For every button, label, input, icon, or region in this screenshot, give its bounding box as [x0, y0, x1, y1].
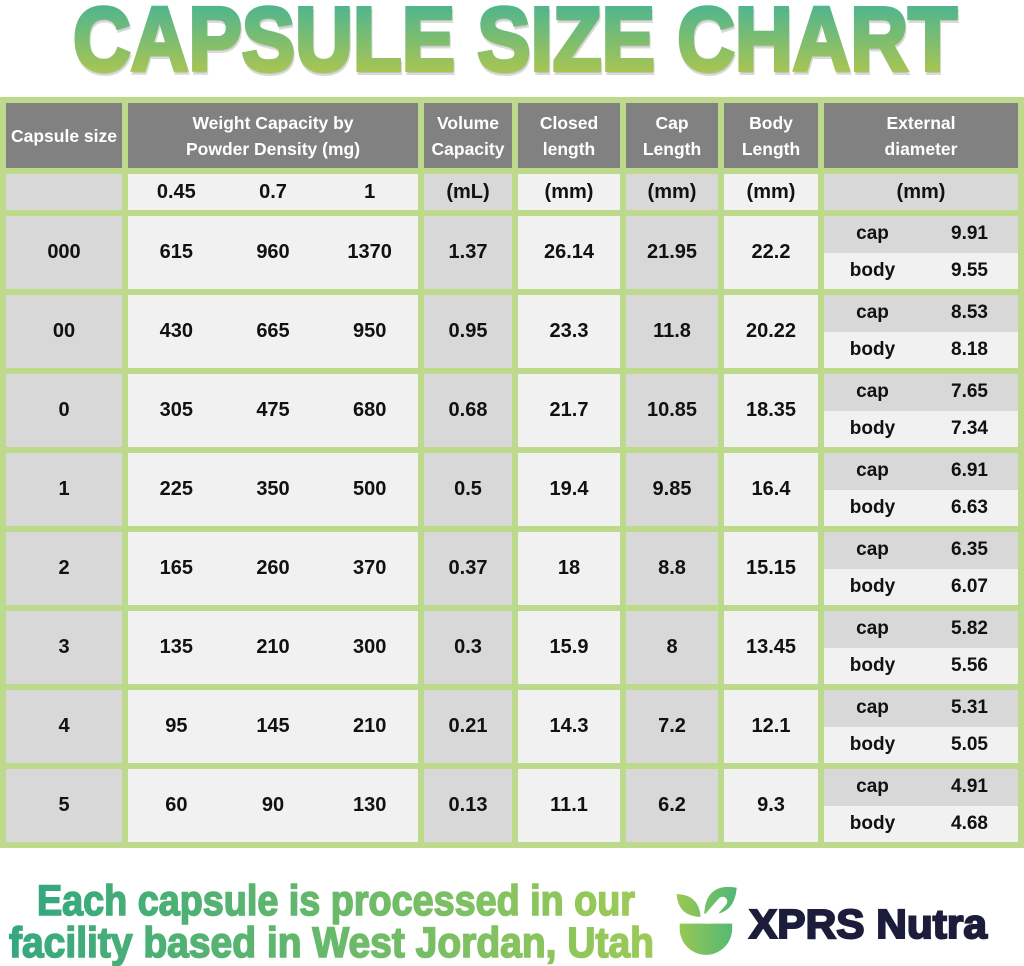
svg-text:Each capsule is processed in o: Each capsule is processed in our [37, 878, 635, 925]
svg-text:CAPSULE SIZE CHART: CAPSULE SIZE CHART [74, 0, 958, 93]
svg-text:facility based in West Jordan,: facility based in West Jordan, Utah [9, 920, 654, 966]
svg-text:CAPSULE SIZE CHART: CAPSULE SIZE CHART [73, 0, 957, 90]
svg-text:XPRS Nutra: XPRS Nutra [749, 901, 988, 947]
